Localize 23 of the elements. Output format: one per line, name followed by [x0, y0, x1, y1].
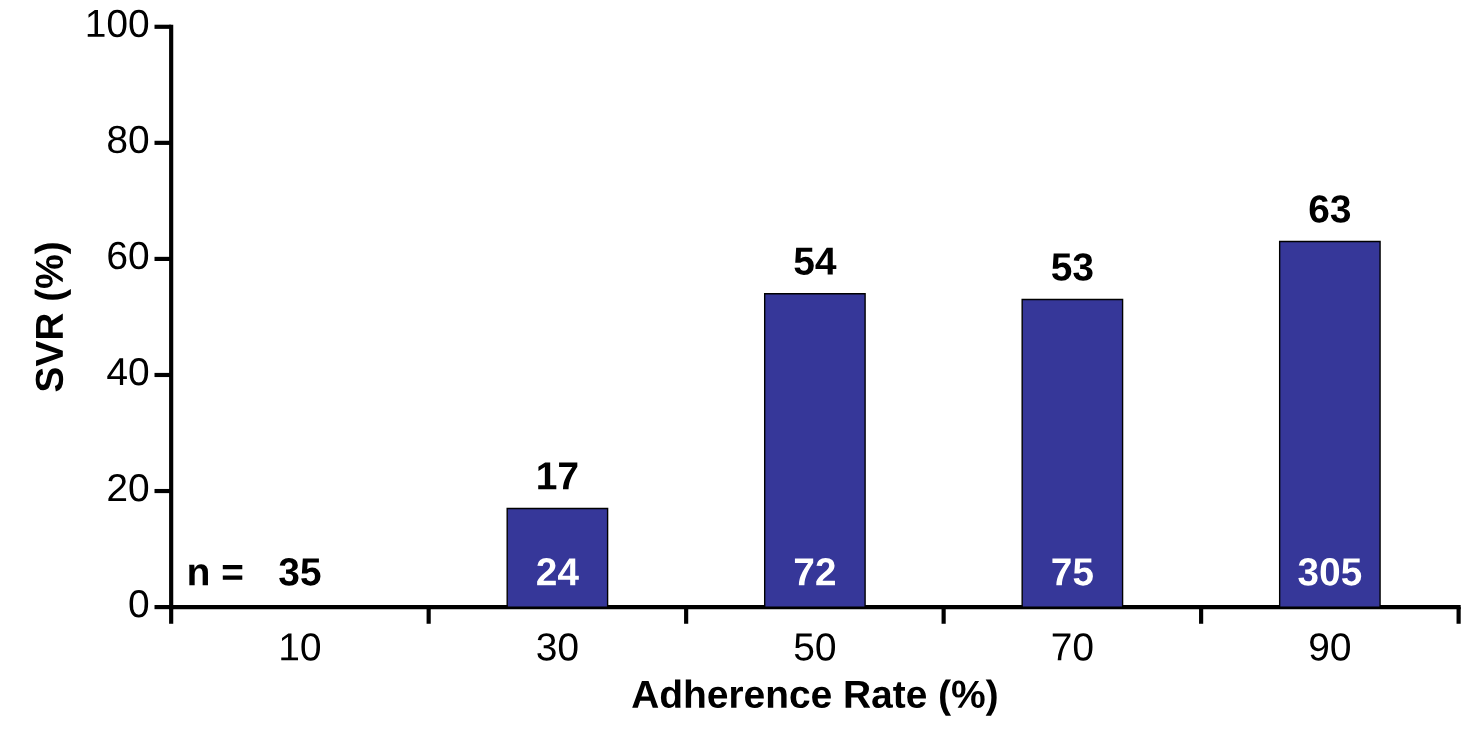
data-label: 17 [538, 462, 578, 490]
data-label: 63 [1309, 195, 1351, 223]
annotation: 75 [1052, 558, 1093, 586]
y-tick-label: 80 [108, 125, 149, 154]
data-label: 53 [1051, 253, 1093, 281]
annotation: 72 [794, 558, 835, 586]
annotation: n = [189, 564, 243, 586]
y-tick-label: 100 [87, 9, 149, 38]
annotation: 24 [537, 558, 579, 586]
x-tick-label: 90 [1310, 633, 1350, 661]
annotation: 35 [279, 558, 321, 586]
x-axis-title: Adherence Rate (%) [632, 679, 997, 716]
x-tick-label: 50 [794, 633, 835, 661]
y-tick-label: 20 [108, 473, 149, 502]
y-axis-title: SVR (%) [34, 243, 71, 392]
data-label: 54 [794, 247, 837, 275]
y-tick-label: 60 [108, 241, 149, 270]
x-tick-label: 70 [1052, 633, 1093, 661]
x-tick-label: 30 [537, 633, 578, 661]
annotation: 305 [1298, 558, 1362, 586]
y-tick-label: 0 [129, 590, 149, 618]
x-tick-label: 10 [281, 633, 321, 661]
y-tick-label: 40 [107, 357, 149, 386]
